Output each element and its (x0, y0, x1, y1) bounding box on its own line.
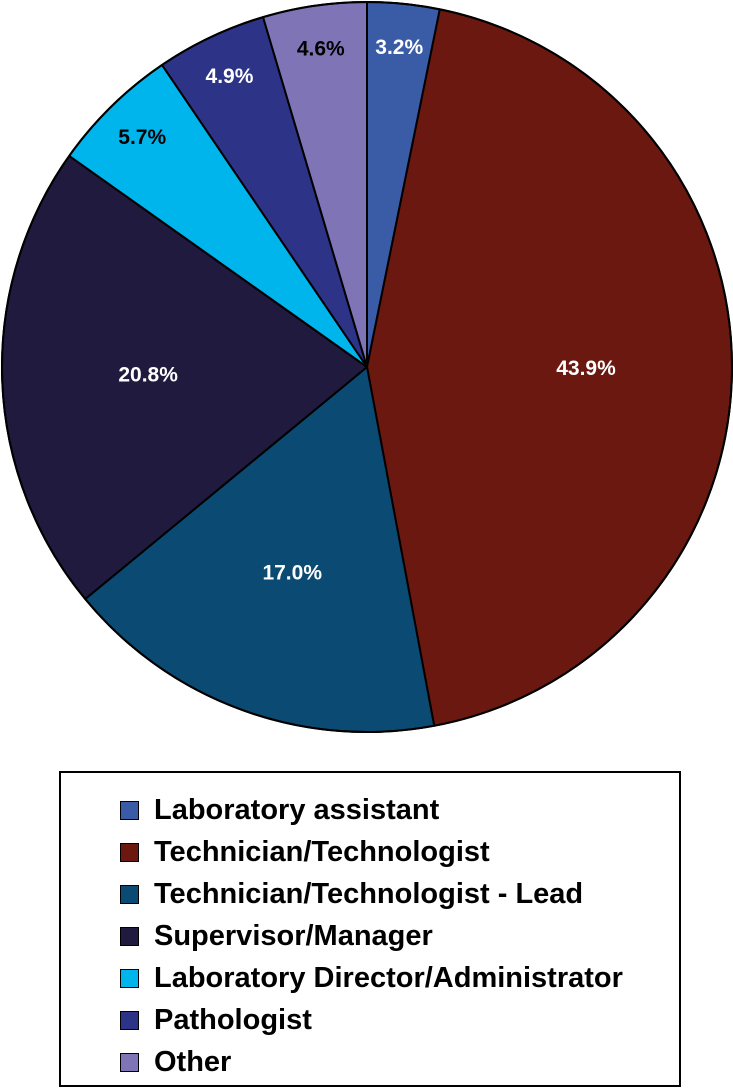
legend-label: Laboratory assistant (154, 793, 440, 826)
legend: Laboratory assistant Technician/Technolo… (59, 771, 681, 1087)
legend-item-pathologist: Pathologist (120, 999, 679, 1041)
legend-label: Laboratory Director/Administrator (154, 961, 623, 994)
legend-swatch-technician-technologist (120, 842, 139, 862)
legend-item-technician-technologist-lead: Technician/Technologist - Lead (120, 873, 679, 915)
legend-swatch-supervisor-manager (120, 926, 139, 946)
slice-label-other: 4.6% (297, 38, 345, 61)
legend-label: Pathologist (154, 1003, 312, 1036)
slice-label-laboratory-assistant: 3.2% (375, 36, 423, 59)
slice-label-pathologist: 4.9% (206, 65, 254, 88)
slice-label-supervisor-manager: 20.8% (118, 363, 178, 386)
pie-outline (1, 1, 733, 733)
slice-label-technician-technologist: 43.9% (556, 357, 616, 380)
pie-slice-technician-technologist (366, 8, 733, 727)
legend-item-laboratory-assistant: Laboratory assistant (120, 789, 679, 831)
legend-label: Other (154, 1045, 232, 1078)
legend-swatch-pathologist (120, 1010, 139, 1030)
legend-item-technician-technologist: Technician/Technologist (120, 831, 679, 873)
legend-item-other: Other (120, 1041, 679, 1083)
legend-swatch-technician-technologist-lead (120, 884, 139, 904)
legend-item-supervisor-manager: Supervisor/Manager (120, 915, 679, 957)
legend-item-laboratory-director-administrator: Laboratory Director/Administrator (120, 957, 679, 999)
legend-swatch-laboratory-director-administrator (120, 968, 139, 988)
legend-swatch-laboratory-assistant (120, 800, 139, 820)
legend-swatch-other (120, 1052, 139, 1072)
legend-label: Technician/Technologist (154, 835, 490, 868)
pie-chart: 3.2% 43.9% 17.0% 20.8% 5.7% 4.9% 4.6% (1, 1, 733, 733)
legend-label: Technician/Technologist - Lead (154, 877, 584, 910)
slice-label-technician-technologist-lead: 17.0% (262, 561, 322, 584)
legend-label: Supervisor/Manager (154, 919, 433, 952)
slice-label-laboratory-director-administrator: 5.7% (118, 126, 166, 149)
